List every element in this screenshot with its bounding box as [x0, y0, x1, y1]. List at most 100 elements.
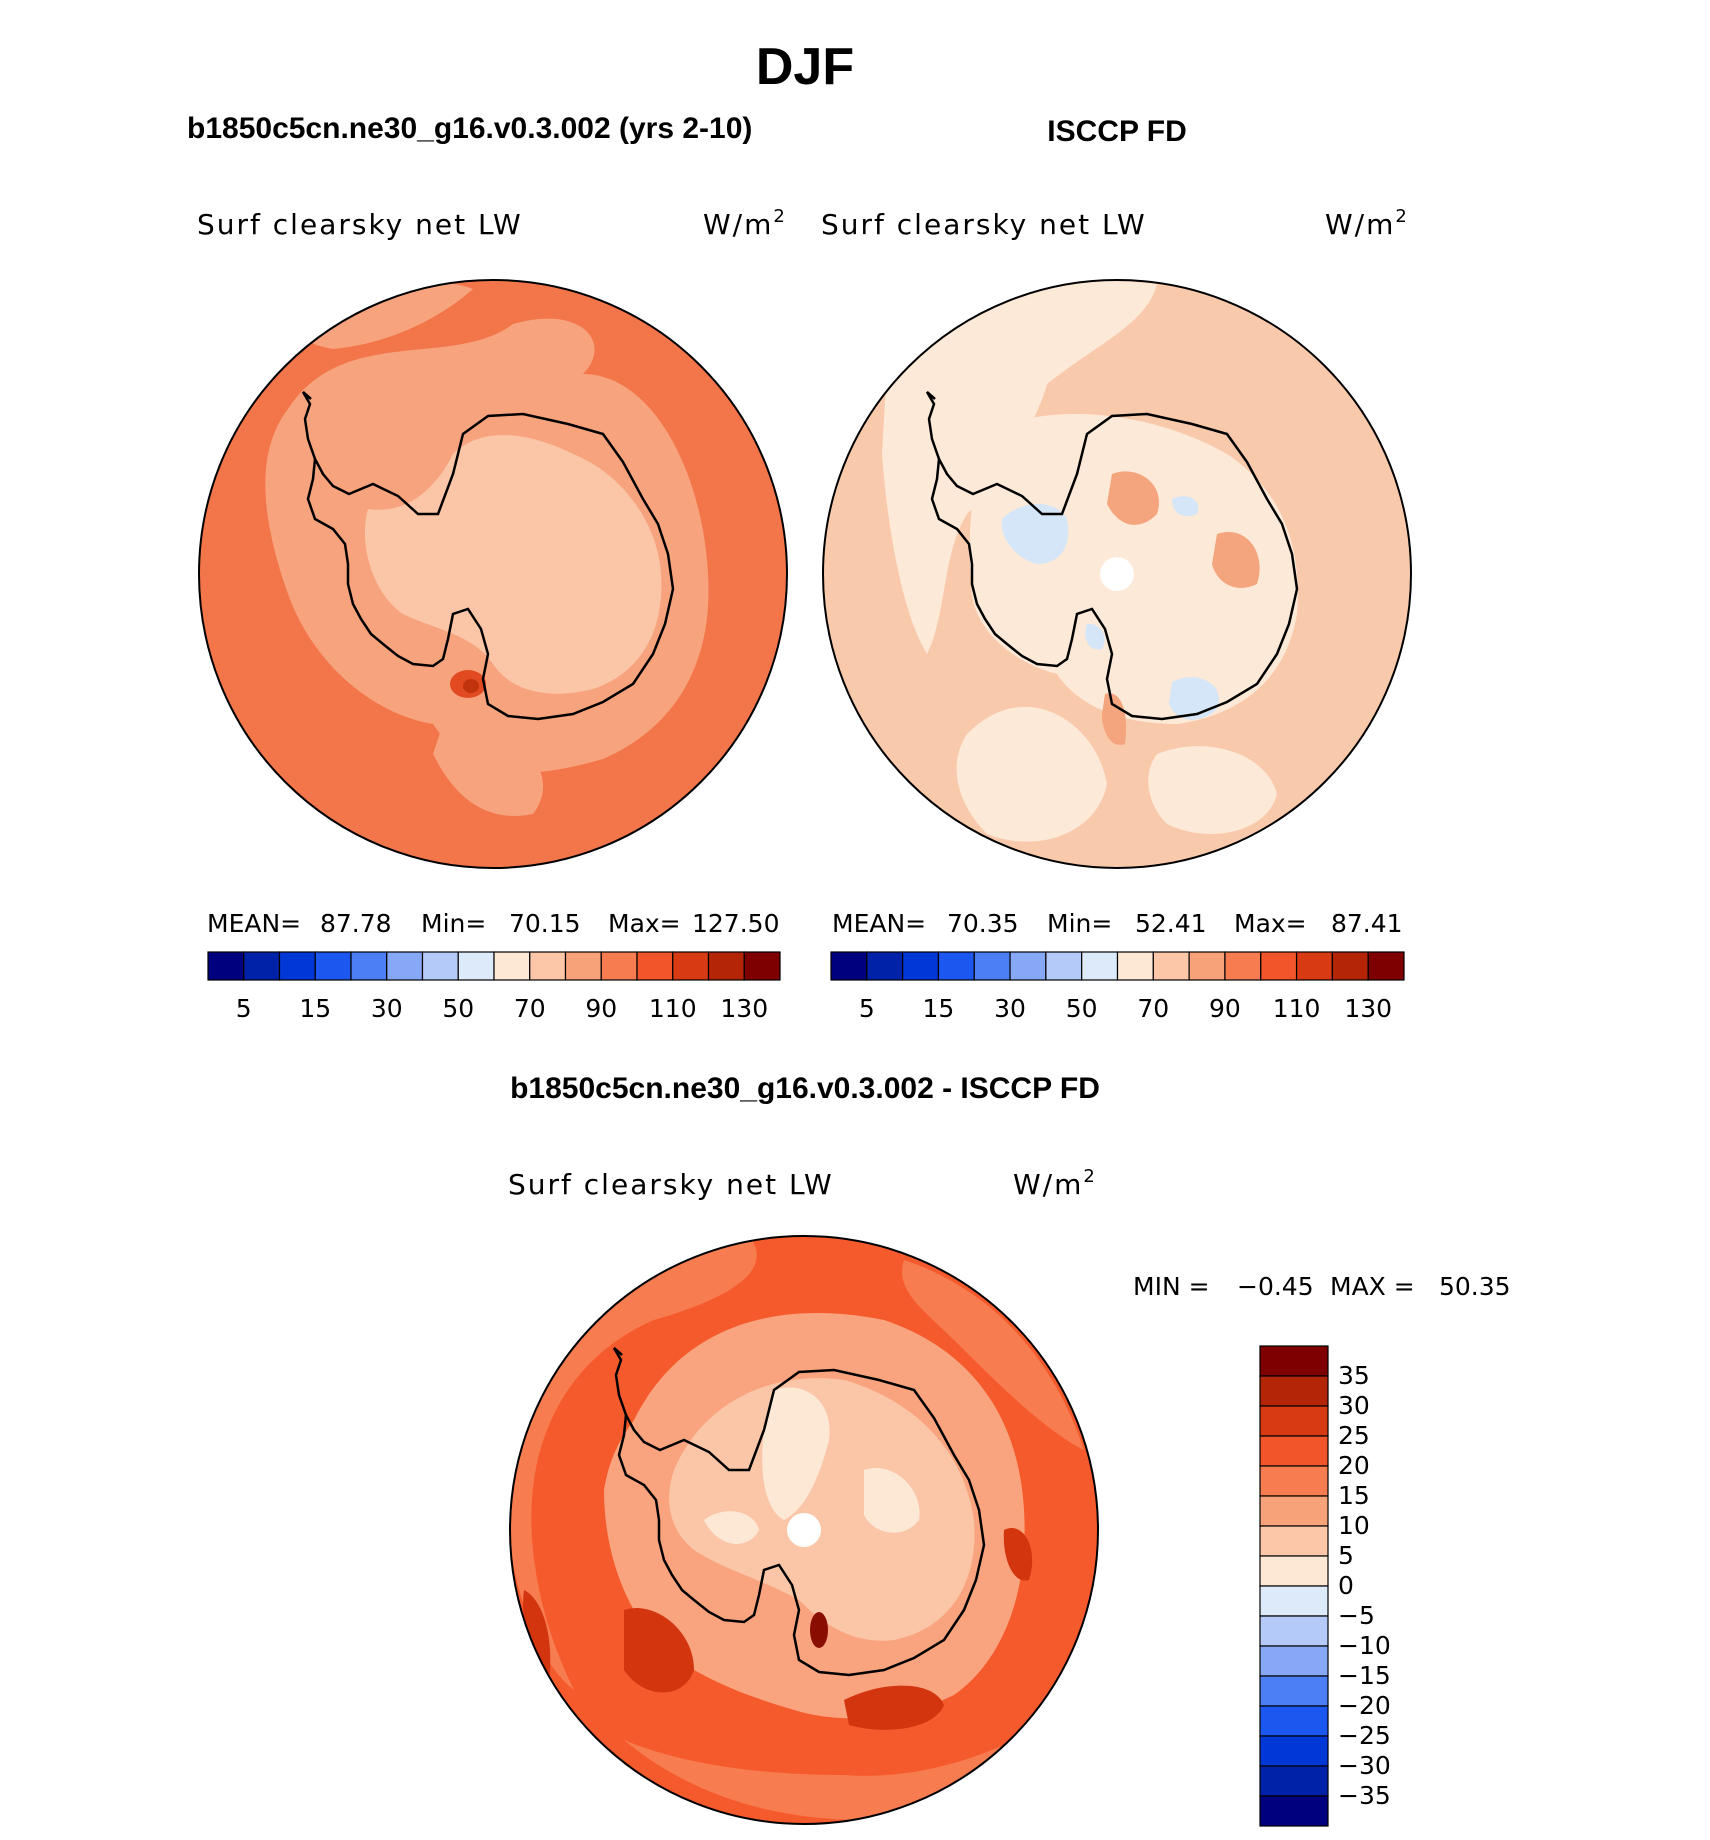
model-colorbar-swatch: [243, 951, 281, 981]
model-map-border: [198, 279, 788, 869]
diff-field-interior-light: [669, 1378, 975, 1641]
obs-colorbar-swatch: [902, 951, 940, 981]
panel-model-stats: MEAN= 87.78 Min= 70.15 Max= 127.50: [207, 909, 779, 938]
diff-colorbar-swatch: [1259, 1615, 1329, 1647]
diff-title: b1850c5cn.ne30_g16.v0.3.002 - ISCCP FD: [510, 1072, 1100, 1105]
model-colorbar: 5 15 30 50 70 90 110 130: [207, 951, 781, 1023]
obs-colorbar-swatch: [937, 951, 975, 981]
diff-colorbar-tick-label: 0: [1338, 1571, 1354, 1600]
diff-colorbar-tick-label: 5: [1338, 1541, 1354, 1570]
model-colorbar-swatch: [600, 951, 638, 981]
obs-colorbar-swatch: [1116, 951, 1154, 981]
diff-field-hotspot: [1003, 1528, 1033, 1581]
diff-colorbar-tick-label: −30: [1338, 1751, 1391, 1780]
obs-colorbar-tick-label: 30: [994, 994, 1026, 1023]
diff-colorbar-tick-label: 15: [1338, 1481, 1370, 1510]
model-colorbar-swatch: [457, 951, 495, 981]
panel-obs-units: W/m2: [1325, 206, 1409, 241]
obs-field-warm-patch: [823, 372, 851, 446]
panel-diff-variable: Surf clearsky net LW: [508, 1168, 834, 1201]
model-colorbar-tick-label: 90: [585, 994, 617, 1023]
model-colorbar-tick-label: 5: [236, 994, 252, 1023]
obs-field-blue-patch: [1085, 623, 1105, 650]
model-mean-label: MEAN=: [207, 909, 301, 938]
obs-title: ISCCP FD: [1047, 115, 1186, 148]
obs-colorbar-swatch: [973, 951, 1011, 981]
obs-min-label: Min=: [1047, 909, 1112, 938]
model-colorbar-tick-label: 15: [299, 994, 331, 1023]
diff-colorbar-swatch: [1259, 1645, 1329, 1677]
diff-field-core: [762, 1387, 830, 1520]
diff-colorbar-swatch: [1259, 1525, 1329, 1557]
obs-colorbar-tick-label: 5: [859, 994, 875, 1023]
obs-field-light-patch: [1148, 746, 1277, 834]
diff-min-label: MIN =: [1133, 1272, 1210, 1301]
obs-field-pole-hole: [1100, 557, 1134, 591]
model-colorbar-swatch: [207, 951, 245, 981]
obs-field-light-patch: [882, 280, 1157, 654]
panel-diff-units: W/m2: [1013, 1166, 1097, 1201]
obs-colorbar-swatch: [1045, 951, 1083, 981]
obs-colorbar-tick-label: 70: [1137, 994, 1169, 1023]
obs-colorbar-swatch: [1367, 951, 1405, 981]
diff-colorbar-tick-label: 25: [1338, 1421, 1370, 1450]
panel-obs-variable: Surf clearsky net LW: [821, 208, 1147, 241]
obs-mean-label: MEAN=: [832, 909, 926, 938]
obs-colorbar-swatch: [1260, 951, 1298, 981]
model-mean-value: 87.78: [320, 909, 392, 938]
season-title: DJF: [756, 38, 854, 96]
model-min-value: 70.15: [509, 909, 581, 938]
diff-colorbar-swatch: [1259, 1705, 1329, 1737]
model-colorbar-swatch: [672, 951, 710, 981]
model-colorbar-tick-label: 110: [649, 994, 697, 1023]
model-field-interior: [364, 435, 662, 694]
diff-colorbar-swatch: [1259, 1795, 1329, 1827]
model-colorbar-swatch: [564, 951, 602, 981]
diff-colorbar-tick-label: 10: [1338, 1511, 1370, 1540]
obs-field-warm-patch: [1212, 532, 1260, 588]
obs-colorbar-tick-label: 90: [1209, 994, 1241, 1023]
obs-colorbar-swatch: [830, 951, 868, 981]
diff-field-hotspot-core: [810, 1612, 828, 1648]
model-colorbar-tick-label: 130: [720, 994, 768, 1023]
obs-field-blue-patch: [1172, 496, 1198, 517]
diff-field-core: [864, 1468, 920, 1533]
model-field-coast-peak-core: [463, 679, 479, 693]
obs-colorbar-tick-label: 110: [1273, 994, 1321, 1023]
diff-colorbar-tick-label: −15: [1338, 1661, 1391, 1690]
obs-field-blue-patch: [1001, 504, 1069, 564]
diff-colorbar-tick-label: 20: [1338, 1451, 1370, 1480]
obs-field-warm-patch: [1107, 471, 1159, 525]
diff-colorbar-swatch: [1259, 1465, 1329, 1497]
diff-field-hotspot: [624, 1608, 694, 1693]
panel-obs-map: [823, 280, 1411, 868]
model-min-label: Min=: [421, 909, 486, 938]
obs-mean-value: 70.35: [947, 909, 1019, 938]
panel-model-variable: Surf clearsky net LW: [197, 208, 523, 241]
model-field-shelf-patch: [433, 694, 544, 816]
model-max-label: Max=: [608, 909, 681, 938]
panel-model: Surf clearsky net LW W/m2 MEAN= 87.78 Mi…: [197, 206, 788, 1023]
diff-colorbar-swatch: [1259, 1675, 1329, 1707]
panel-diff: Surf clearsky net LW W/m2: [508, 1166, 1511, 1827]
panel-model-map: [199, 280, 787, 868]
model-colorbar-tick-label: 30: [371, 994, 403, 1023]
model-max-value: 127.50: [692, 909, 779, 938]
diff-colorbar-tick-label: 30: [1338, 1391, 1370, 1420]
obs-max-label: Max=: [1234, 909, 1307, 938]
diff-colorbar-swatch: [1259, 1555, 1329, 1587]
obs-field-warm-patch: [1102, 693, 1127, 745]
panel-diff-stats: MIN = −0.45 MAX = 50.35: [1133, 1272, 1511, 1301]
diff-max-label: MAX =: [1330, 1272, 1415, 1301]
panel-obs-stats: MEAN= 70.35 Min= 52.41 Max= 87.41: [832, 909, 1403, 938]
obs-colorbar-tick-label: 50: [1066, 994, 1098, 1023]
obs-colorbar-swatch: [1188, 951, 1226, 981]
model-colorbar-swatch: [386, 951, 424, 981]
diff-colorbar-tick-label: −25: [1338, 1721, 1391, 1750]
obs-colorbar-swatch: [866, 951, 904, 981]
diff-colorbar-swatch: [1259, 1345, 1329, 1377]
model-colorbar-swatch: [707, 951, 745, 981]
model-title: b1850c5cn.ne30_g16.v0.3.002 (yrs 2-10): [187, 112, 752, 145]
diff-colorbar-swatch: [1259, 1495, 1329, 1527]
